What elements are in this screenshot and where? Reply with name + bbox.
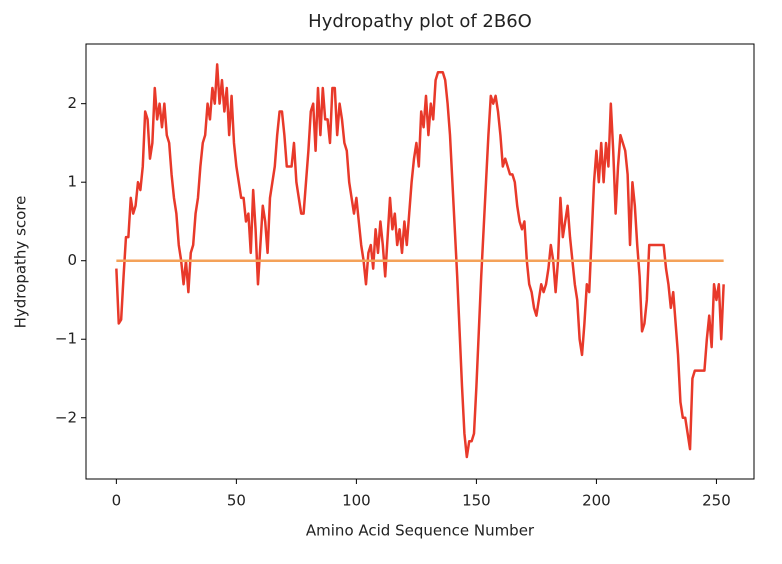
x-tick-label: 50 [227,492,246,510]
chart-title: Hydropathy plot of 2B6O [308,11,532,32]
y-tick-label: −1 [55,330,77,348]
x-axis-label: Amino Acid Sequence Number [306,522,535,540]
data-line [115,63,725,459]
y-tick-label: 1 [67,173,77,191]
y-axis-label: Hydropathy score [12,196,30,329]
y-tick-label: 2 [67,94,77,112]
x-tick-label: 200 [582,492,611,510]
y-tick-label: 0 [67,251,77,269]
x-tick-label: 150 [462,492,491,510]
x-tick-label: 100 [342,492,371,510]
y-tick-label: −2 [55,408,77,426]
x-tick-label: 0 [112,492,122,510]
x-tick-label: 250 [702,492,731,510]
